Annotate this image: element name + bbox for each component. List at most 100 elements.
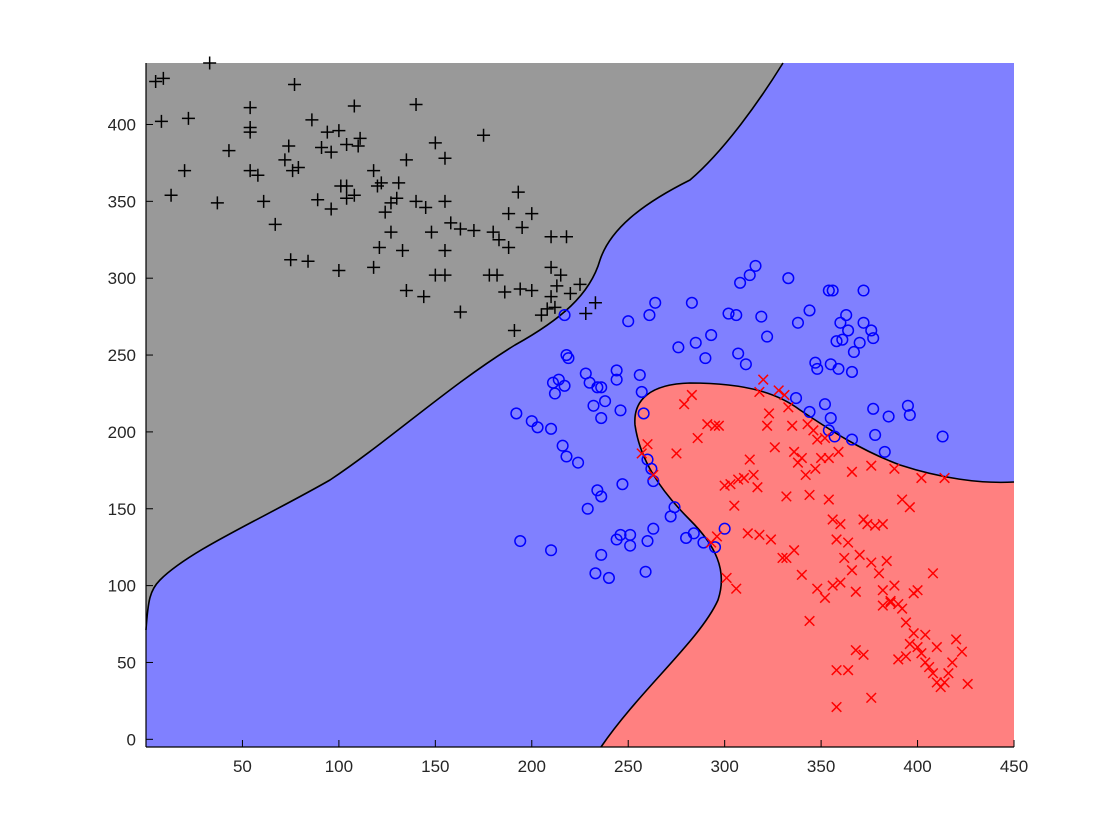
cross-marker	[757, 374, 769, 385]
circle-marker	[645, 462, 658, 475]
circle-marker	[878, 445, 891, 458]
plus-marker	[372, 240, 386, 254]
class-regions	[146, 63, 1014, 747]
cross-marker	[881, 555, 893, 567]
plus-marker	[353, 131, 367, 145]
cross-marker	[819, 592, 831, 604]
cross-marker	[827, 514, 839, 525]
cross-marker	[748, 469, 759, 481]
plus-marker	[513, 282, 527, 296]
plus-marker	[315, 141, 329, 155]
cross-marker	[833, 446, 844, 458]
cross-marker	[846, 466, 858, 478]
circle-marker	[639, 565, 652, 578]
circle-marker	[826, 284, 839, 297]
cross-marker	[827, 580, 839, 591]
cross-marker	[842, 537, 854, 548]
cross-marker	[779, 389, 790, 401]
x-tick-label: 200	[518, 757, 546, 776]
plus-marker	[544, 230, 558, 244]
cross-marker	[850, 586, 862, 598]
cross-marker	[919, 629, 931, 641]
cross-marker	[725, 478, 736, 490]
cross-marker	[835, 518, 846, 530]
cross-marker	[916, 647, 927, 659]
y-tick-label: 400	[108, 115, 136, 134]
circle-marker	[556, 439, 569, 452]
circle-marker	[595, 548, 608, 561]
cross-marker	[900, 650, 912, 662]
plus-marker	[563, 287, 577, 301]
plus-marker	[332, 264, 346, 278]
cross-marker	[754, 529, 765, 541]
cross-class-region	[601, 383, 1014, 747]
y-tick-label: 100	[108, 577, 136, 596]
circle-marker	[830, 335, 843, 348]
cross-marker	[788, 544, 800, 556]
circle-marker	[614, 404, 627, 417]
circle-marker	[572, 456, 585, 469]
cross-marker	[943, 667, 954, 679]
plus-marker	[498, 285, 512, 299]
circle-marker	[832, 362, 845, 375]
y-tick-label: 200	[108, 423, 136, 442]
plus-marker	[374, 176, 388, 190]
cross-marker	[956, 646, 968, 658]
cross-marker	[686, 389, 698, 401]
cross-marker	[802, 418, 813, 430]
cross-marker	[939, 472, 950, 484]
plus-marker	[392, 176, 406, 190]
cross-marker	[742, 528, 754, 539]
cross-marker	[671, 448, 682, 459]
cross-marker	[962, 678, 974, 690]
circle-marker	[845, 433, 859, 446]
plus-marker	[164, 188, 178, 202]
plus-marker	[507, 323, 521, 337]
circle-marker	[803, 304, 816, 317]
circle-marker	[811, 362, 824, 375]
cross-marker	[831, 701, 842, 713]
plus-marker	[588, 296, 602, 310]
plus-marker	[428, 136, 442, 150]
cross-marker	[865, 557, 877, 568]
plus-marker	[324, 145, 338, 159]
plus-marker	[453, 305, 467, 319]
circle-marker	[689, 336, 702, 349]
cross-marker	[773, 385, 785, 396]
plus-marker	[340, 137, 354, 151]
cross-marker	[763, 408, 775, 419]
plus-marker	[340, 191, 354, 205]
cross-marker	[642, 438, 653, 450]
cross-marker	[877, 600, 889, 611]
circle-marker	[514, 534, 527, 548]
plus-marker	[502, 207, 516, 221]
cross-marker	[709, 420, 721, 432]
plus-marker	[544, 260, 558, 274]
circle-marker	[591, 381, 604, 394]
cross-marker	[786, 420, 798, 432]
circle-marker	[853, 336, 866, 349]
cross-marker	[815, 452, 827, 464]
circle-marker	[845, 365, 859, 379]
cross-marker	[713, 420, 725, 432]
circle-marker	[834, 316, 847, 329]
circle-marker	[643, 309, 656, 322]
circle-marker	[730, 309, 743, 322]
plus-marker	[282, 139, 296, 153]
circle-marker	[936, 430, 949, 443]
circle-marker	[641, 534, 654, 548]
cross-marker	[939, 677, 950, 688]
x-tick-label: 150	[421, 757, 449, 776]
circle-marker	[616, 478, 629, 491]
circle-marker	[782, 272, 795, 285]
circle-marker	[867, 332, 880, 345]
circle-marker	[587, 399, 600, 412]
circle-marker	[602, 571, 615, 584]
plus-marker	[554, 268, 568, 282]
plus-marker	[424, 225, 438, 239]
cross-marker	[923, 661, 935, 673]
cross-marker	[889, 580, 900, 591]
cross-marker	[809, 463, 821, 475]
plus-marker	[378, 205, 392, 219]
